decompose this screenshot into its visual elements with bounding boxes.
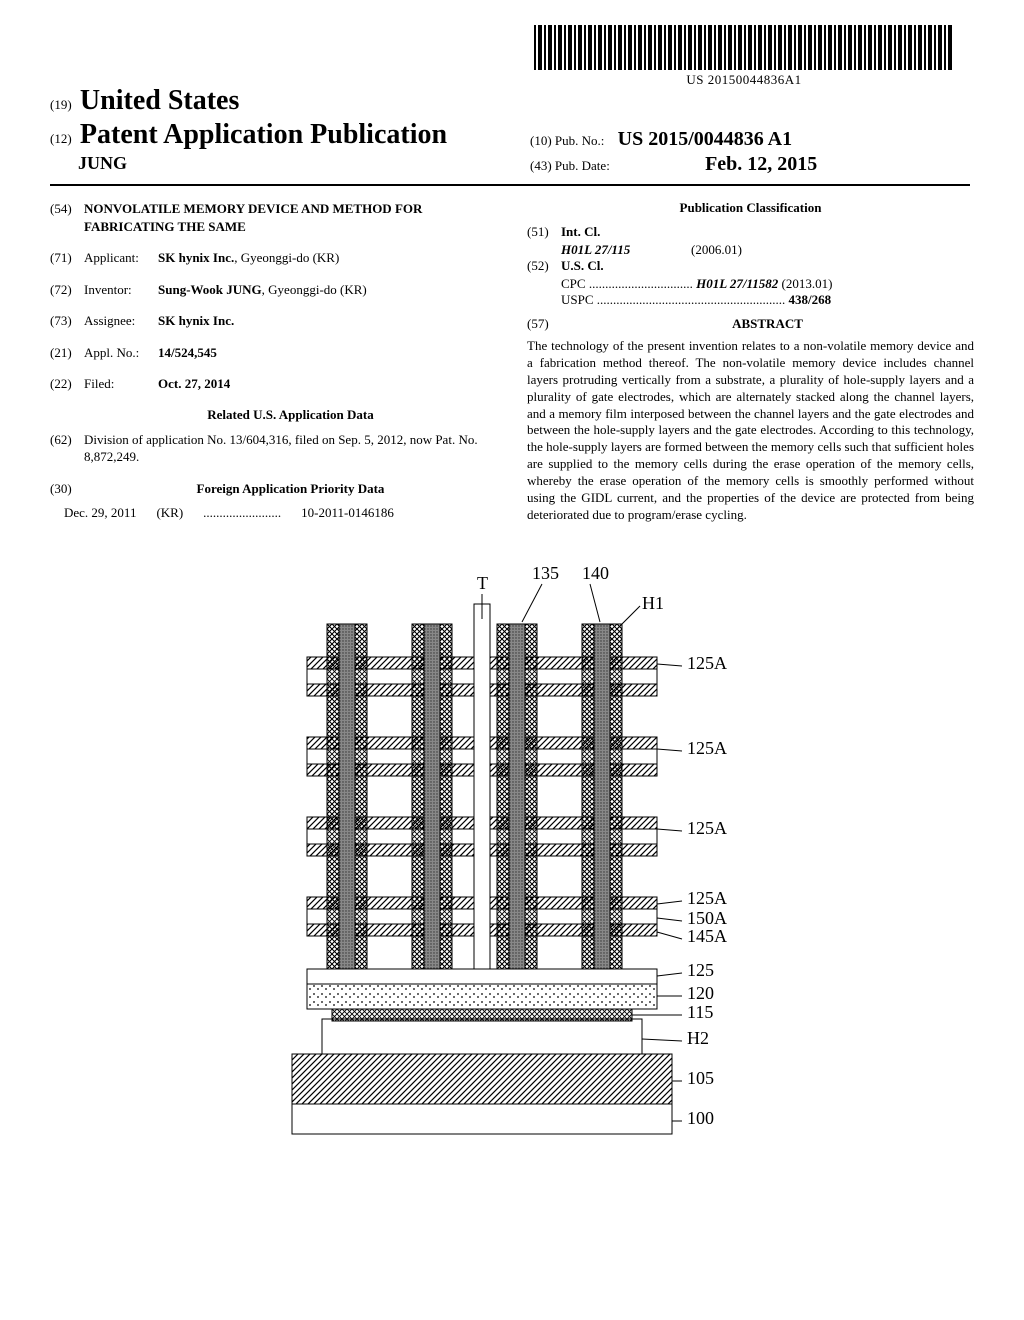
intcl-code: H01L 27/115 bbox=[561, 242, 671, 258]
fig-label-H2: H2 bbox=[687, 1028, 709, 1048]
filed-label: Filed: bbox=[84, 375, 158, 393]
foreign-country: (KR) bbox=[156, 505, 183, 521]
assignee-name: SK hynix Inc. bbox=[158, 312, 497, 330]
applicant-num: (71) bbox=[50, 249, 84, 267]
fig-label-125: 125 bbox=[687, 960, 714, 980]
assignee-num: (73) bbox=[50, 312, 84, 330]
inventor-loc: , Gyeonggi-do (KR) bbox=[262, 282, 367, 297]
division-num: (62) bbox=[50, 431, 84, 466]
country-num: (19) bbox=[50, 97, 72, 112]
fig-label-145A: 145A bbox=[687, 926, 727, 946]
pubdate-num: (43) bbox=[530, 158, 552, 173]
fig-label-125A-4: 125A bbox=[687, 888, 727, 908]
filed-num: (22) bbox=[50, 375, 84, 393]
fig-label-125A-2: 125A bbox=[687, 738, 727, 758]
classification-header: Publication Classification bbox=[527, 200, 974, 216]
intcl-label: Int. Cl. bbox=[561, 224, 600, 240]
abstract-header: ABSTRACT bbox=[561, 316, 974, 332]
barcode-text: US 20150044836A1 bbox=[534, 72, 954, 88]
applicant-label: Applicant: bbox=[84, 249, 158, 267]
foreign-dots: ........................ bbox=[203, 505, 281, 521]
cpc-value: H01L 27/11582 bbox=[696, 276, 778, 291]
invention-title: NONVOLATILE MEMORY DEVICE AND METHOD FOR… bbox=[84, 200, 497, 235]
country-name: United States bbox=[80, 85, 239, 116]
cpc-dots: ................................ bbox=[589, 276, 696, 291]
uspc-dots: ........................................… bbox=[597, 292, 789, 307]
header-divider bbox=[50, 184, 970, 186]
filed-value: Oct. 27, 2014 bbox=[158, 375, 497, 393]
header-left: (19) United States (12) Patent Applicati… bbox=[50, 85, 974, 174]
cpc-label: CPC bbox=[561, 276, 586, 291]
fig-label-120: 120 bbox=[687, 983, 714, 1003]
foreign-date: Dec. 29, 2011 bbox=[64, 505, 136, 521]
abstract-text: The technology of the present invention … bbox=[527, 338, 974, 524]
uspc-label: USPC bbox=[561, 292, 594, 307]
fig-label-105: 105 bbox=[687, 1068, 714, 1088]
uscl-label: U.S. Cl. bbox=[561, 258, 604, 274]
fig-label-T: T bbox=[477, 573, 488, 593]
figure-container: T 135 140 H1 125A 125A 125A 125A 150A 14… bbox=[50, 544, 974, 1144]
fig-label-150A: 150A bbox=[687, 908, 727, 928]
pubno-label: Pub. No.: bbox=[555, 133, 604, 148]
cpc-year: (2013.01) bbox=[782, 276, 833, 291]
related-header: Related U.S. Application Data bbox=[84, 407, 497, 423]
pub-type-num: (12) bbox=[50, 131, 72, 146]
fig-label-125A-1: 125A bbox=[687, 653, 727, 673]
content-columns: (54) NONVOLATILE MEMORY DEVICE AND METHO… bbox=[50, 200, 974, 524]
division-text: Division of application No. 13/604,316, … bbox=[84, 431, 497, 466]
fig-label-135: 135 bbox=[532, 563, 559, 583]
fig-label-140: 140 bbox=[582, 563, 609, 583]
intcl-num: (51) bbox=[527, 224, 561, 240]
fig-label-H1: H1 bbox=[642, 593, 664, 613]
right-column: Publication Classification (51) Int. Cl.… bbox=[527, 200, 974, 524]
title-num: (54) bbox=[50, 200, 84, 235]
appl-num: (21) bbox=[50, 344, 84, 362]
appl-value: 14/524,545 bbox=[158, 344, 497, 362]
inventor-label: Inventor: bbox=[84, 281, 158, 299]
uscl-num: (52) bbox=[527, 258, 561, 274]
left-column: (54) NONVOLATILE MEMORY DEVICE AND METHO… bbox=[50, 200, 497, 524]
intcl-year: (2006.01) bbox=[691, 242, 742, 258]
author-name: JUNG bbox=[78, 153, 974, 174]
applicant-loc: , Gyeonggi-do (KR) bbox=[234, 250, 339, 265]
uspc-value: 438/268 bbox=[789, 292, 832, 307]
barcode-area: US 20150044836A1 bbox=[534, 25, 954, 88]
inventor-num: (72) bbox=[50, 281, 84, 299]
inventor-name: Sung-Wook JUNG bbox=[158, 282, 262, 297]
appl-label: Appl. No.: bbox=[84, 344, 158, 362]
foreign-header: Foreign Application Priority Data bbox=[84, 480, 497, 498]
patent-figure: T 135 140 H1 125A 125A 125A 125A 150A 14… bbox=[232, 544, 792, 1144]
foreign-appno: 10-2011-0146186 bbox=[301, 505, 394, 521]
assignee-label: Assignee: bbox=[84, 312, 158, 330]
pubno-num: (10) bbox=[530, 133, 552, 148]
abstract-num: (57) bbox=[527, 316, 561, 338]
foreign-num: (30) bbox=[50, 480, 84, 498]
pub-type-title: Patent Application Publication bbox=[80, 119, 447, 150]
header-right: (10) Pub. No.: US 2015/0044836 A1 (43) P… bbox=[530, 128, 817, 178]
pubdate-value: Feb. 12, 2015 bbox=[705, 153, 817, 175]
fig-label-125A-3: 125A bbox=[687, 818, 727, 838]
applicant-name: SK hynix Inc. bbox=[158, 250, 234, 265]
pubno-value: US 2015/0044836 A1 bbox=[618, 128, 792, 150]
pubdate-label: Pub. Date: bbox=[555, 158, 610, 173]
fig-label-115: 115 bbox=[687, 1002, 713, 1022]
fig-label-100: 100 bbox=[687, 1108, 714, 1128]
barcode bbox=[534, 25, 954, 70]
